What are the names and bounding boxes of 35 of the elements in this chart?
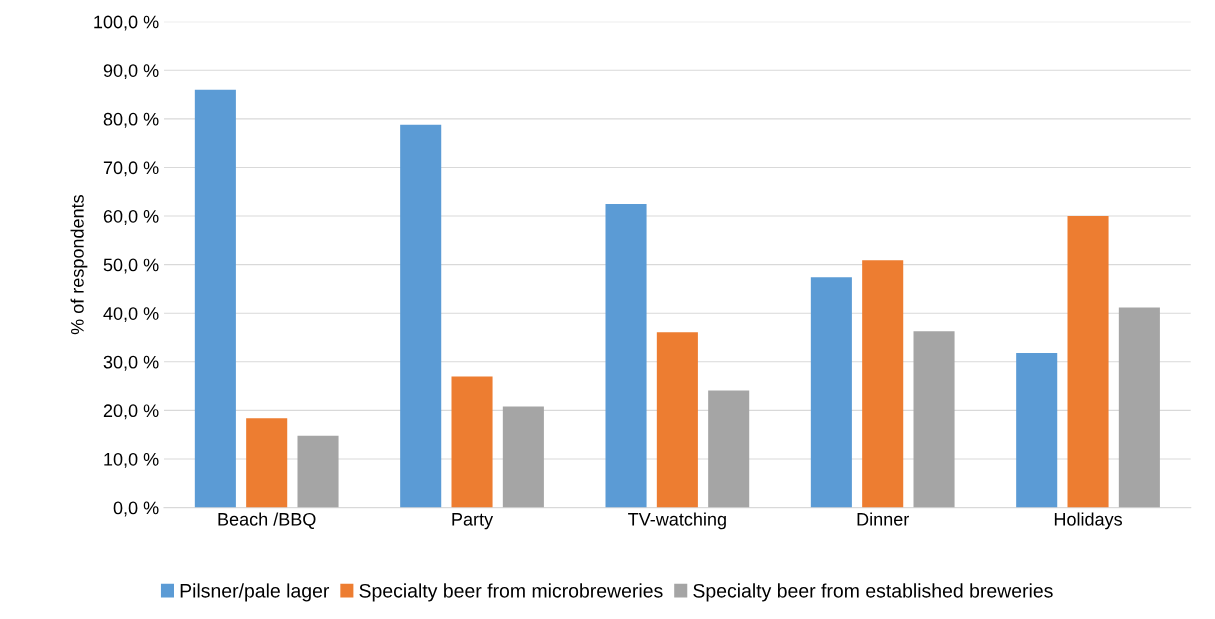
- y-tick-label: 90,0 %: [103, 64, 159, 80]
- y-tick-label: 40,0 %: [103, 307, 159, 323]
- bar: [862, 260, 904, 508]
- bar: [605, 203, 647, 508]
- legend-label: Specialty beer from microbreweries: [359, 583, 663, 602]
- y-tick-label: 80,0 %: [103, 112, 159, 128]
- bar: [194, 89, 236, 508]
- y-tick-label: 0,0 %: [113, 501, 159, 517]
- y-tick-label: 60,0 %: [103, 209, 159, 225]
- x-tick-label: TV-watching: [628, 512, 726, 530]
- legend-label: Specialty beer from established breweries: [693, 583, 1053, 602]
- y-tick-label: 70,0 %: [103, 161, 159, 177]
- bar: [400, 124, 442, 508]
- legend-label: Pilsner/pale lager: [180, 583, 330, 602]
- bar: [451, 376, 493, 508]
- y-axis-title: % of respondents: [70, 195, 88, 335]
- x-tick-label: Dinner: [857, 512, 909, 526]
- y-tick-label: 10,0 %: [104, 452, 159, 468]
- y-tick-label: 30,0 %: [103, 355, 159, 371]
- bar: [1016, 353, 1058, 508]
- bar: [297, 435, 339, 508]
- bar: [1118, 307, 1160, 508]
- bar: [1067, 216, 1109, 508]
- bar: [656, 332, 698, 508]
- x-tick-label: Holidays: [1054, 512, 1122, 530]
- y-tick-label: 100,0 %: [94, 15, 159, 31]
- x-tick-label: Beach /BBQ: [218, 512, 316, 529]
- x-tick-label: Party: [452, 513, 494, 530]
- y-tick-label: 50,0 %: [103, 258, 159, 274]
- bar: [246, 418, 288, 508]
- bar: [810, 277, 852, 508]
- bar: [502, 406, 544, 508]
- y-tick-label: 20,0 %: [103, 404, 159, 420]
- bar: [708, 390, 750, 508]
- bar: [913, 331, 955, 508]
